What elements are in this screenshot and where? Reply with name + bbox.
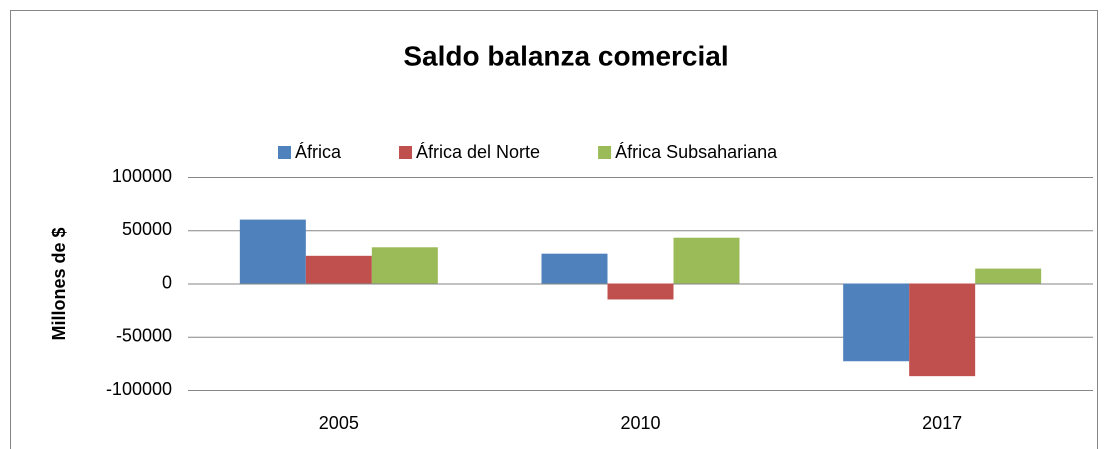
legend-label: África del Norte [416, 142, 540, 162]
bar [843, 283, 910, 362]
y-tick-label: -100000 [106, 379, 172, 399]
bar [541, 253, 608, 284]
legend-swatch [278, 146, 291, 159]
y-tick-label: -50000 [116, 326, 172, 346]
legend-swatch [598, 146, 612, 159]
bar [975, 268, 1042, 284]
legend-label: África [295, 142, 342, 162]
bar [607, 283, 674, 300]
y-axis-label: Millones de $ [49, 227, 69, 340]
y-tick-label: 100000 [112, 166, 172, 186]
bar [673, 237, 740, 284]
x-tick-label: 2017 [922, 413, 962, 433]
chart-title: Saldo balanza comercial [403, 40, 728, 71]
bar [371, 247, 438, 284]
bar [909, 283, 976, 377]
bar [239, 219, 306, 284]
y-tick-label: 50000 [122, 219, 172, 239]
chart-frame [10, 10, 1098, 449]
y-tick-label: 0 [162, 272, 172, 292]
legend-swatch [399, 146, 413, 159]
legend-label: África Subsahariana [615, 142, 778, 162]
x-tick-label: 2005 [319, 413, 359, 433]
x-tick-label: 2010 [620, 413, 660, 433]
bar [305, 255, 372, 284]
